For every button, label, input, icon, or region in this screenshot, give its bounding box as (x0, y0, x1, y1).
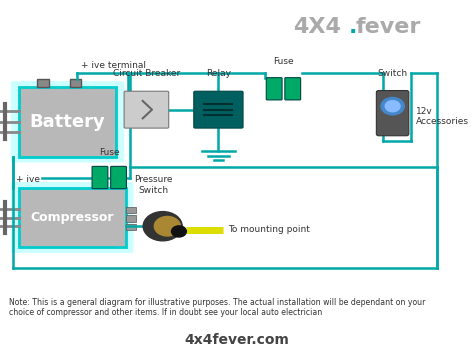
Text: 4X4: 4X4 (293, 17, 341, 38)
Text: Battery: Battery (29, 113, 105, 131)
Text: + ive: + ive (16, 175, 40, 185)
Circle shape (381, 98, 404, 115)
Bar (70, 80, 82, 87)
FancyBboxPatch shape (92, 166, 108, 189)
FancyBboxPatch shape (11, 182, 133, 253)
Text: .: . (348, 17, 357, 38)
Circle shape (155, 217, 180, 236)
Bar (126, 215, 136, 222)
Text: Note: This is a general diagram for illustrative purposes. The actual installati: Note: This is a general diagram for illu… (9, 297, 426, 317)
Text: Relay: Relay (206, 69, 231, 78)
FancyBboxPatch shape (194, 91, 243, 128)
FancyBboxPatch shape (124, 91, 169, 128)
Circle shape (143, 212, 182, 241)
FancyBboxPatch shape (266, 78, 282, 100)
FancyBboxPatch shape (376, 91, 409, 136)
Text: Pressure
Switch: Pressure Switch (134, 175, 173, 195)
Text: Compressor: Compressor (30, 211, 114, 224)
Bar (126, 224, 136, 230)
Text: Circuit Breaker: Circuit Breaker (113, 69, 180, 78)
Circle shape (172, 226, 186, 237)
Text: 4x4fever.com: 4x4fever.com (184, 333, 290, 347)
Circle shape (385, 100, 400, 112)
Text: + ive terminal: + ive terminal (82, 61, 146, 70)
Text: Fuse: Fuse (273, 57, 294, 66)
Text: Switch: Switch (378, 69, 408, 78)
Text: Fuse: Fuse (99, 148, 119, 157)
FancyBboxPatch shape (110, 166, 127, 189)
FancyBboxPatch shape (18, 87, 116, 157)
Text: To mounting point: To mounting point (228, 225, 310, 234)
Text: 12v
Accessories: 12v Accessories (416, 107, 469, 126)
Text: fever: fever (356, 17, 421, 38)
FancyBboxPatch shape (18, 188, 126, 247)
FancyBboxPatch shape (11, 81, 124, 163)
Bar (126, 207, 136, 213)
FancyBboxPatch shape (285, 78, 301, 100)
Bar (37, 80, 49, 87)
